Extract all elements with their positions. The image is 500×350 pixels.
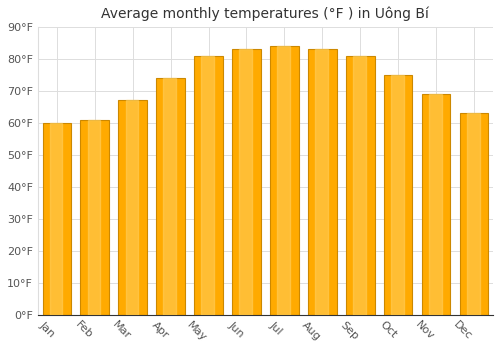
Bar [429, 94, 442, 315]
Bar [164, 78, 176, 315]
Bar [232, 49, 260, 315]
Bar [467, 113, 480, 315]
Bar [391, 75, 404, 315]
Bar [353, 56, 366, 315]
Bar [118, 100, 147, 315]
Bar [460, 113, 488, 315]
Bar [126, 100, 138, 315]
Bar [270, 46, 298, 315]
Title: Average monthly temperatures (°F ) in Uông Bí: Average monthly temperatures (°F ) in Uô… [102, 7, 429, 21]
Bar [315, 49, 328, 315]
Bar [384, 75, 412, 315]
Bar [156, 78, 185, 315]
Bar [240, 49, 252, 315]
Bar [278, 46, 290, 315]
Bar [42, 123, 71, 315]
Bar [50, 123, 62, 315]
Bar [194, 56, 223, 315]
Bar [422, 94, 450, 315]
Bar [202, 56, 214, 315]
Bar [308, 49, 336, 315]
Bar [88, 120, 101, 315]
Bar [346, 56, 374, 315]
Bar [80, 120, 109, 315]
